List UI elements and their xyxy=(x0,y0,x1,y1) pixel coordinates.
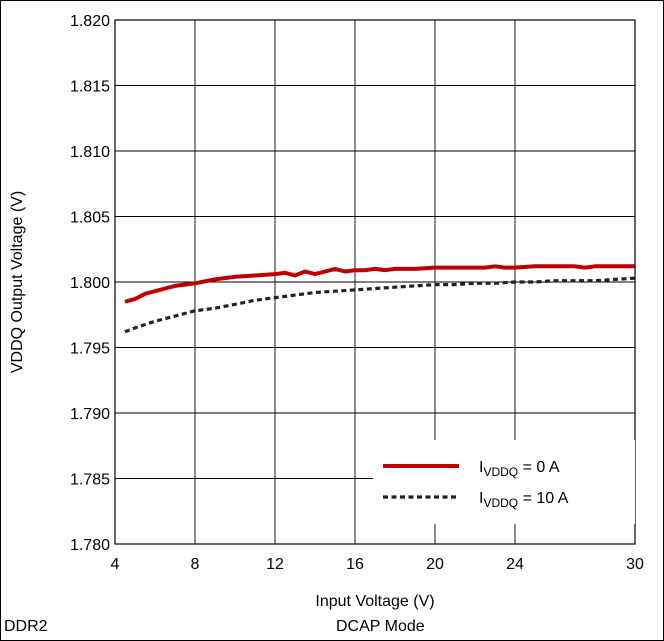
x-tick-label: 30 xyxy=(626,556,644,573)
x-tick-label: 12 xyxy=(266,556,284,573)
x-tick-label: 24 xyxy=(506,556,524,573)
legend-label-1: IVDDQ = 10 A xyxy=(479,490,569,510)
y-tick-label: 1.790 xyxy=(70,406,110,423)
x-tick-label: 4 xyxy=(111,556,120,573)
legend-box xyxy=(373,440,635,524)
y-tick-label: 1.805 xyxy=(70,210,110,227)
y-tick-label: 1.795 xyxy=(70,341,110,358)
y-axis-label: VDDQ Output Voltage (V) xyxy=(9,191,26,373)
series-line-1 xyxy=(124,276,636,334)
legend: IVDDQ = 0 A IVDDQ = 10 A xyxy=(373,440,635,524)
legend-label-0: IVDDQ = 0 A xyxy=(479,459,560,479)
x-axis-label: Input Voltage (V) xyxy=(315,593,434,610)
y-tick-label: 1.785 xyxy=(70,472,110,489)
chart-tick-labels: 4 8 12 16 20 24 30 1.780 1.785 1.790 1.795 1.800 1.8… xyxy=(70,13,644,573)
y-tick-label: 1.815 xyxy=(70,79,110,96)
plot-area-border xyxy=(114,19,636,545)
y-tick-label: 1.820 xyxy=(70,13,110,30)
footer-left-label: DDR2 xyxy=(4,618,48,635)
y-tick-label: 1.800 xyxy=(70,275,110,292)
x-tick-label: 20 xyxy=(426,556,444,573)
x-tick-label: 16 xyxy=(346,556,364,573)
series-line-0 xyxy=(124,264,635,304)
footer-mode-label: DCAP Mode xyxy=(336,618,425,635)
chart-series-layer xyxy=(124,264,636,334)
x-tick-label: 8 xyxy=(191,556,200,573)
y-tick-label: 1.810 xyxy=(70,144,110,161)
y-tick-label: 1.780 xyxy=(70,537,110,554)
